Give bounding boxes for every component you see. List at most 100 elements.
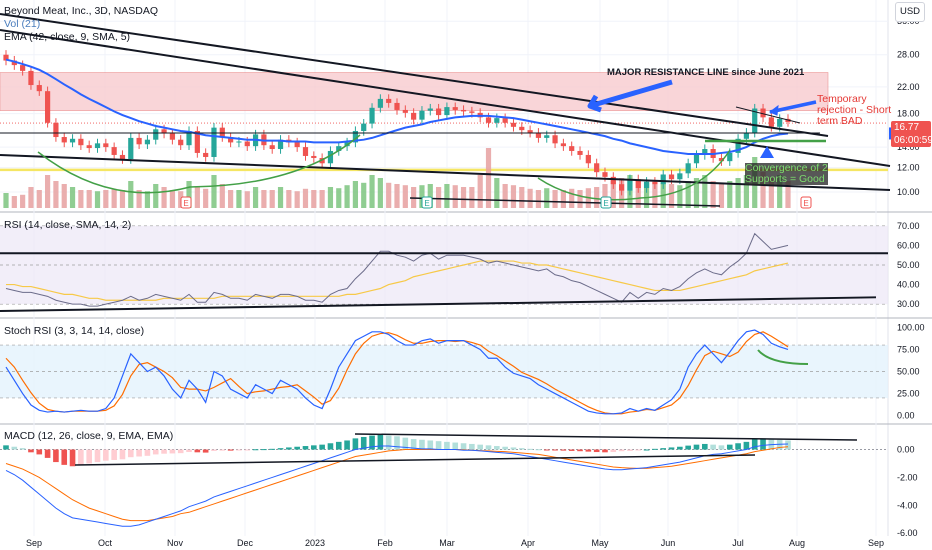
macd-histogram-bar: [602, 449, 608, 453]
stoch-tick-label: 25.00: [897, 389, 920, 399]
time-tick-label: Apr: [521, 538, 535, 548]
volume-bar: [444, 184, 450, 208]
macd-histogram-bar: [53, 449, 59, 463]
volume-bar: [419, 185, 425, 208]
stoch-tick-label: 50.00: [897, 367, 920, 377]
volume-legend[interactable]: Vol (21): [4, 18, 41, 30]
volume-bar: [677, 185, 683, 208]
candle-body: [544, 135, 550, 138]
volume-bar: [128, 181, 134, 208]
candle-body: [153, 129, 159, 140]
convergence-arrow: [760, 146, 774, 158]
price-tick-label: 18.00: [897, 109, 920, 119]
volume-bar: [161, 187, 167, 208]
volume-bar: [327, 187, 334, 208]
macd-histogram-bar: [785, 440, 791, 450]
time-tick-label: Nov: [167, 538, 184, 548]
macd-histogram-bar: [69, 449, 76, 467]
macd-histogram-bar: [186, 449, 192, 453]
volume-bar: [194, 187, 200, 208]
candle-body: [594, 163, 600, 173]
macd-histogram-bar: [718, 445, 725, 450]
candle-body: [643, 181, 650, 189]
macd-histogram-bar: [735, 443, 741, 450]
stoch-tick-label: 0.00: [897, 411, 915, 421]
macd-histogram-bar: [726, 444, 733, 450]
earnings-marker: E: [800, 196, 812, 209]
macd-histogram-bar: [444, 441, 450, 450]
earnings-marker-letter: E: [803, 199, 808, 208]
time-tick-label: 2023: [305, 538, 325, 548]
green-rounding-curve: [537, 149, 731, 201]
time-tick-label: Jul: [732, 538, 744, 548]
stoch-rsi-legend[interactable]: Stoch RSI (3, 3, 14, 14, close): [4, 325, 145, 337]
last-price-value: 16.77: [894, 122, 920, 133]
price-tick-label: 28.00: [897, 50, 920, 60]
candle-body: [627, 179, 633, 191]
candle-body: [244, 141, 250, 147]
candle-body: [327, 150, 334, 164]
volume-bar: [252, 187, 259, 208]
candle-body: [569, 146, 575, 151]
volume-bar: [785, 181, 791, 208]
macd-histogram-bar: [219, 449, 226, 451]
volume-bar: [119, 190, 126, 208]
candle-body: [677, 173, 683, 180]
macd-histogram-bar: [618, 449, 625, 452]
macd-histogram-bar: [693, 444, 700, 450]
rsi-legend[interactable]: RSI (14, close, SMA, 14, 2): [4, 219, 132, 231]
earnings-marker: E: [600, 196, 612, 209]
chart-title: Beyond Meat, Inc., 3D, NASDAQ: [4, 5, 159, 17]
candle-body: [485, 117, 492, 123]
candle-body: [452, 107, 458, 110]
candle-body: [186, 130, 192, 146]
candle-body: [219, 127, 225, 138]
volume-bar: [344, 185, 350, 208]
macd-tick-label: 0.00: [897, 445, 915, 455]
volume-bar: [743, 175, 750, 208]
currency-button[interactable]: USD: [895, 2, 925, 22]
macd-histogram-bar: [385, 435, 392, 450]
volume-bar: [427, 184, 433, 208]
volume-bar: [369, 175, 375, 208]
macd-histogram-bar: [28, 449, 34, 453]
macd-histogram-bar: [593, 449, 600, 453]
volume-bar: [53, 181, 59, 208]
candle-body: [577, 150, 583, 155]
macd-histogram-bar: [294, 446, 300, 450]
candle-body: [435, 108, 442, 116]
rsi-line: [5, 232, 789, 307]
macd-histogram-bar: [319, 444, 325, 450]
macd-signal-line: [5, 446, 789, 522]
volume-bar: [277, 187, 284, 208]
rsi-tick-label: 60.00: [897, 240, 920, 250]
volume-bar: [477, 175, 483, 208]
candle-body: [635, 179, 641, 189]
macd-histogram-bar: [452, 442, 459, 450]
candle-body: [394, 102, 400, 110]
macd-histogram-bar: [518, 448, 525, 450]
macd-histogram-bar: [502, 446, 508, 450]
volume-bar: [727, 181, 733, 208]
ema-legend[interactable]: EMA (42, close, 9, SMA, 5): [4, 31, 131, 43]
volume-bar: [11, 196, 17, 208]
volume-bar: [760, 172, 766, 208]
candle-body: [743, 132, 750, 139]
volume-bar: [610, 181, 616, 208]
volume-bar: [777, 175, 783, 208]
volume-bar: [552, 190, 558, 208]
macd-legend[interactable]: MACD (12, 26, close, 9, EMA, EMA): [4, 430, 174, 442]
volume-bar: [94, 191, 101, 208]
volume-bar: [311, 190, 317, 208]
macd-histogram-bar: [743, 441, 750, 450]
macd-histogram-bar: [335, 441, 342, 450]
price-tick-label: 14.00: [897, 142, 920, 152]
macd-histogram-bar: [460, 443, 467, 450]
volume-bar: [502, 184, 508, 208]
macd-histogram-bar: [152, 449, 159, 455]
resistance-annotation: MAJOR RESISTANCE LINE since June 2021: [607, 67, 805, 78]
macd-histogram-bar: [535, 449, 542, 451]
volume-bar: [28, 187, 34, 208]
volume-bar: [710, 181, 716, 208]
